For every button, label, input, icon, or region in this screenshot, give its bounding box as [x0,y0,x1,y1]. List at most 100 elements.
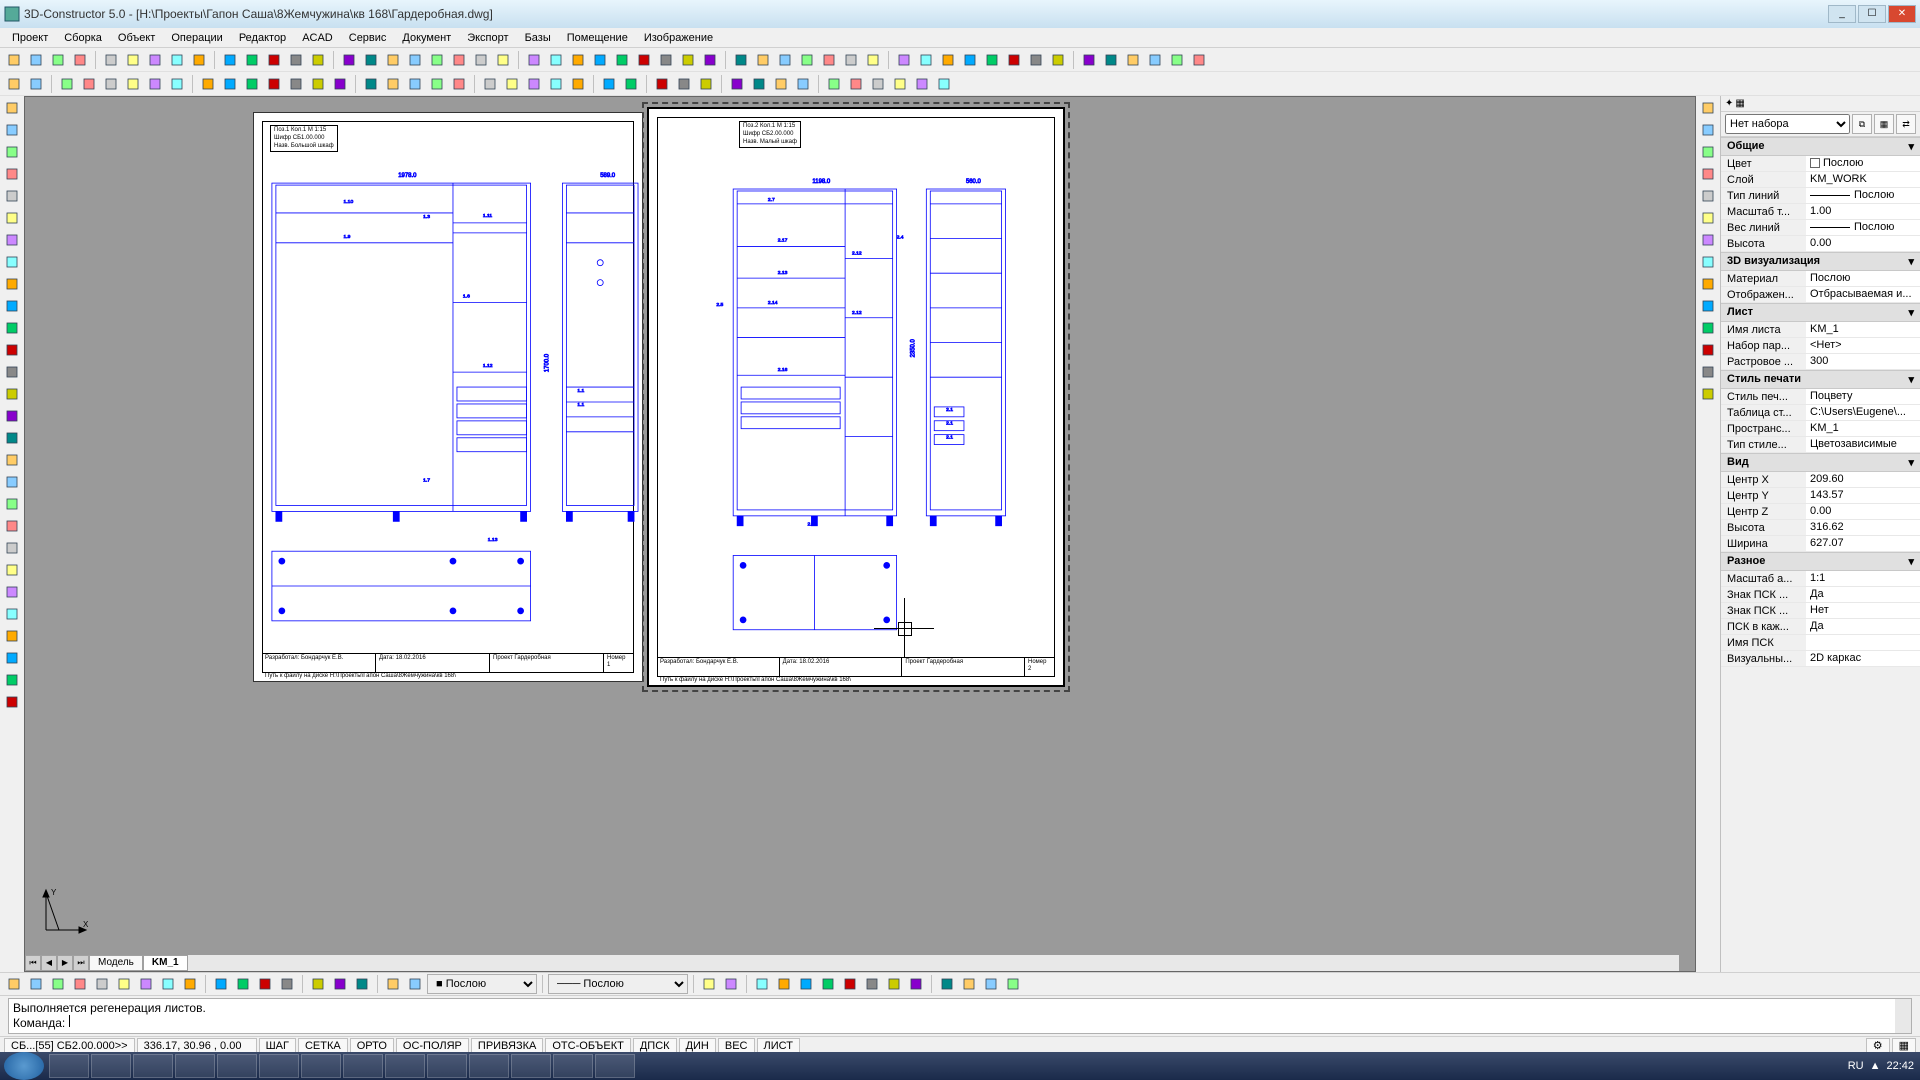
tool-button[interactable] [1698,362,1718,382]
tool-button[interactable] [846,74,866,94]
taskbar-item[interactable] [49,1054,89,1078]
tool-button[interactable] [2,494,22,514]
props-filter-button[interactable]: ⧉ [1852,114,1872,134]
tool-button[interactable] [2,340,22,360]
tool-button[interactable] [2,472,22,492]
tool-button[interactable] [449,50,469,70]
tool-button[interactable] [1698,186,1718,206]
taskbar-item[interactable] [511,1054,551,1078]
tool-button[interactable] [79,74,99,94]
tool-button[interactable] [727,74,747,94]
props-row[interactable]: МатериалПослою [1721,271,1920,287]
taskbar-item[interactable] [217,1054,257,1078]
tool-button[interactable] [167,74,187,94]
tool-button[interactable] [1145,50,1165,70]
tool-button[interactable] [819,50,839,70]
tool-button[interactable] [652,74,672,94]
tab-first[interactable]: ⏮ [25,955,41,971]
tool-button[interactable] [1189,50,1209,70]
tool-button[interactable] [2,516,22,536]
tool-button[interactable] [2,274,22,294]
menu-сервис[interactable]: Сервис [341,30,395,46]
tool-button[interactable] [26,50,46,70]
tool-button[interactable] [824,74,844,94]
tool-button[interactable] [1698,340,1718,360]
tool-button[interactable] [771,74,791,94]
tool-button[interactable] [330,974,350,994]
props-row[interactable]: Отображен...Отбрасываемая и... [1721,287,1920,303]
tool-button[interactable] [1698,120,1718,140]
tool-button[interactable] [114,974,134,994]
tool-button[interactable] [123,50,143,70]
close-button[interactable]: ✕ [1888,5,1916,23]
tool-button[interactable] [101,74,121,94]
tool-button[interactable] [2,692,22,712]
tool-button[interactable] [2,626,22,646]
tool-button[interactable] [1123,50,1143,70]
tool-button[interactable] [405,974,425,994]
tool-button[interactable] [775,50,795,70]
tool-button[interactable] [656,50,676,70]
tool-button[interactable] [480,74,500,94]
tool-button[interactable] [1101,50,1121,70]
props-row[interactable]: Визуальны...2D каркас [1721,651,1920,667]
tool-button[interactable] [1698,98,1718,118]
tab-last[interactable]: ⏭ [73,955,89,971]
tool-button[interactable] [308,974,328,994]
tool-button[interactable] [255,974,275,994]
menu-проект[interactable]: Проект [4,30,56,46]
props-row[interactable]: Имя ПСК [1721,635,1920,651]
tool-button[interactable] [916,50,936,70]
tool-button[interactable] [863,50,883,70]
taskbar-item[interactable] [175,1054,215,1078]
layer-color-combo[interactable]: ■ Послою [427,974,537,994]
tool-button[interactable] [361,74,381,94]
tool-button[interactable] [1698,164,1718,184]
tool-button[interactable] [1026,50,1046,70]
tool-button[interactable] [2,362,22,382]
tool-button[interactable] [546,74,566,94]
tool-button[interactable] [264,74,284,94]
tool-button[interactable] [1698,252,1718,272]
tool-button[interactable] [211,974,231,994]
props-row[interactable]: Тип линийПослою [1721,188,1920,204]
props-row[interactable]: Ширина627.07 [1721,536,1920,552]
menu-объект[interactable]: Объект [110,30,163,46]
props-row[interactable]: Имя листаKM_1 [1721,322,1920,338]
props-row[interactable]: Центр Z0.00 [1721,504,1920,520]
tool-button[interactable] [2,450,22,470]
tool-button[interactable] [145,74,165,94]
menu-экспорт[interactable]: Экспорт [459,30,516,46]
tool-button[interactable] [1698,230,1718,250]
tool-button[interactable] [2,230,22,250]
tool-button[interactable] [674,74,694,94]
tab-prev[interactable]: ◀ [41,955,57,971]
tool-button[interactable] [884,974,904,994]
tray-lang[interactable]: RU [1848,1060,1864,1072]
props-row[interactable]: Стиль печ...Поцвету [1721,389,1920,405]
tool-button[interactable] [2,648,22,668]
tool-button[interactable] [774,974,794,994]
tool-button[interactable] [568,74,588,94]
props-row[interactable]: Пространс...KM_1 [1721,421,1920,437]
tool-button[interactable] [1048,50,1068,70]
tool-button[interactable] [1698,142,1718,162]
tool-button[interactable] [2,296,22,316]
props-toggle-button[interactable]: ⇄ [1896,114,1916,134]
tool-button[interactable] [48,974,68,994]
tab-km1[interactable]: KM_1 [143,955,188,971]
tool-button[interactable] [906,974,926,994]
tool-button[interactable] [960,50,980,70]
menu-изображение[interactable]: Изображение [636,30,721,46]
tool-button[interactable] [612,50,632,70]
tool-button[interactable] [180,974,200,994]
props-row[interactable]: Таблица ст...C:\Users\Eugene\... [1721,405,1920,421]
tool-button[interactable] [383,74,403,94]
tool-button[interactable] [959,974,979,994]
tool-button[interactable] [700,50,720,70]
props-row[interactable]: ЦветПослою [1721,156,1920,172]
tool-button[interactable] [123,74,143,94]
tool-button[interactable] [383,50,403,70]
canvas[interactable]: Поз.1 Кол.1 М 1:15 Шифр СБ1.00.000 Назв.… [24,96,1696,972]
tool-button[interactable] [599,74,619,94]
